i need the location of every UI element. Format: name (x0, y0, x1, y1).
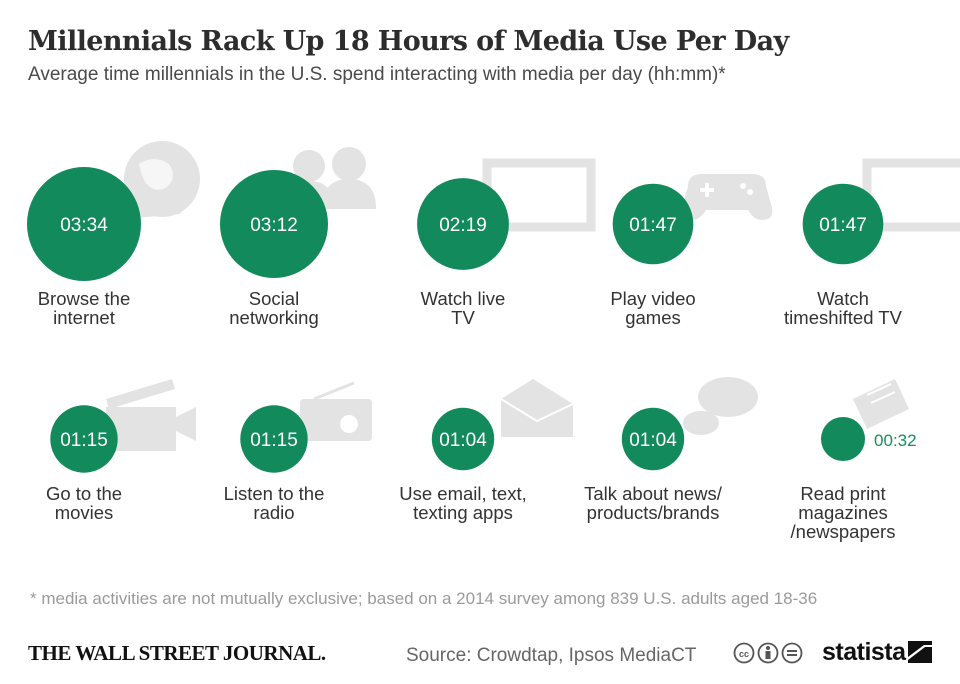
activity-label-line: Browse the (0, 289, 179, 308)
activity-label: Listen to the radio (179, 484, 369, 522)
svg-text:cc: cc (739, 649, 749, 659)
bubble-value-label: 01:15 (250, 430, 298, 451)
bubble-value-label: 01:04 (439, 430, 487, 451)
no-derivatives-icon (783, 644, 802, 663)
activity-label: Talk about news/products/brands (558, 484, 748, 522)
bubble (821, 417, 865, 461)
activity-label-line: products/brands (558, 503, 748, 522)
activity-label-line: networking (179, 308, 369, 327)
source-text: Source: Crowdtap, Ipsos MediaCT (406, 645, 696, 667)
statista-logo-icon (908, 641, 932, 663)
bubble-value-label: 01:15 (60, 430, 108, 451)
activity-label: Use email, text, texting apps (368, 484, 558, 522)
footnote: * media activities are not mutually excl… (30, 589, 817, 609)
bubble-value-label: 03:12 (250, 215, 298, 236)
activity-label-line: TV (368, 308, 558, 327)
attribution-icon (759, 644, 778, 663)
activity-label-line: Use email, text, (368, 484, 558, 503)
statista-logo: statista (822, 638, 906, 667)
activity-label: Play video games (558, 289, 748, 327)
bubble-value-label: 03:34 (60, 215, 108, 236)
activity-label-line: Watch (748, 289, 938, 308)
activity-label-line: games (558, 308, 748, 327)
wsj-logo: THE WALL STREET JOURNAL. (28, 641, 326, 666)
activity-label-line: Talk about news/ (558, 484, 748, 503)
newspaper-icon (853, 379, 909, 429)
activity-label: Watch timeshifted TV (748, 289, 938, 327)
bubble-value-label: 00:32 (874, 431, 917, 450)
activity-label-line: Social (179, 289, 369, 308)
activity-label-line: texting apps (368, 503, 558, 522)
speech-bubble-icon (683, 377, 758, 435)
activity-label: Go to the movies (0, 484, 179, 522)
activity-label-line: Watch live (368, 289, 558, 308)
activity-label-line: radio (179, 503, 369, 522)
bubble-value-label: 01:47 (819, 215, 867, 236)
bubble-value-label: 01:47 (629, 215, 677, 236)
activity-label-line: Play video (558, 289, 748, 308)
bubble-value-label: 01:04 (629, 430, 677, 451)
activity-label-line: Go to the (0, 484, 179, 503)
activity-label: Browse the internet (0, 289, 179, 327)
activity-label: Read print magazines/newspapers (748, 484, 938, 541)
activity-label-line: /newspapers (748, 522, 938, 541)
activity-label-line: movies (0, 503, 179, 522)
envelope-icon (501, 379, 573, 437)
radio-icon (300, 383, 372, 441)
cc-icon: cc (735, 644, 754, 663)
activity-label: Social networking (179, 289, 369, 327)
activity-label-line: magazines (748, 503, 938, 522)
activity-label-line: timeshifted TV (748, 308, 938, 327)
clapperboard-icon (106, 379, 196, 451)
gamepad-icon (682, 174, 773, 220)
bubble-value-label: 02:19 (439, 215, 487, 236)
activity-label: Watch live TV (368, 289, 558, 327)
activity-label-line: Listen to the (179, 484, 369, 503)
license-icons: cc (733, 642, 805, 666)
activity-label-line: Read print (748, 484, 938, 503)
activity-label-line: internet (0, 308, 179, 327)
